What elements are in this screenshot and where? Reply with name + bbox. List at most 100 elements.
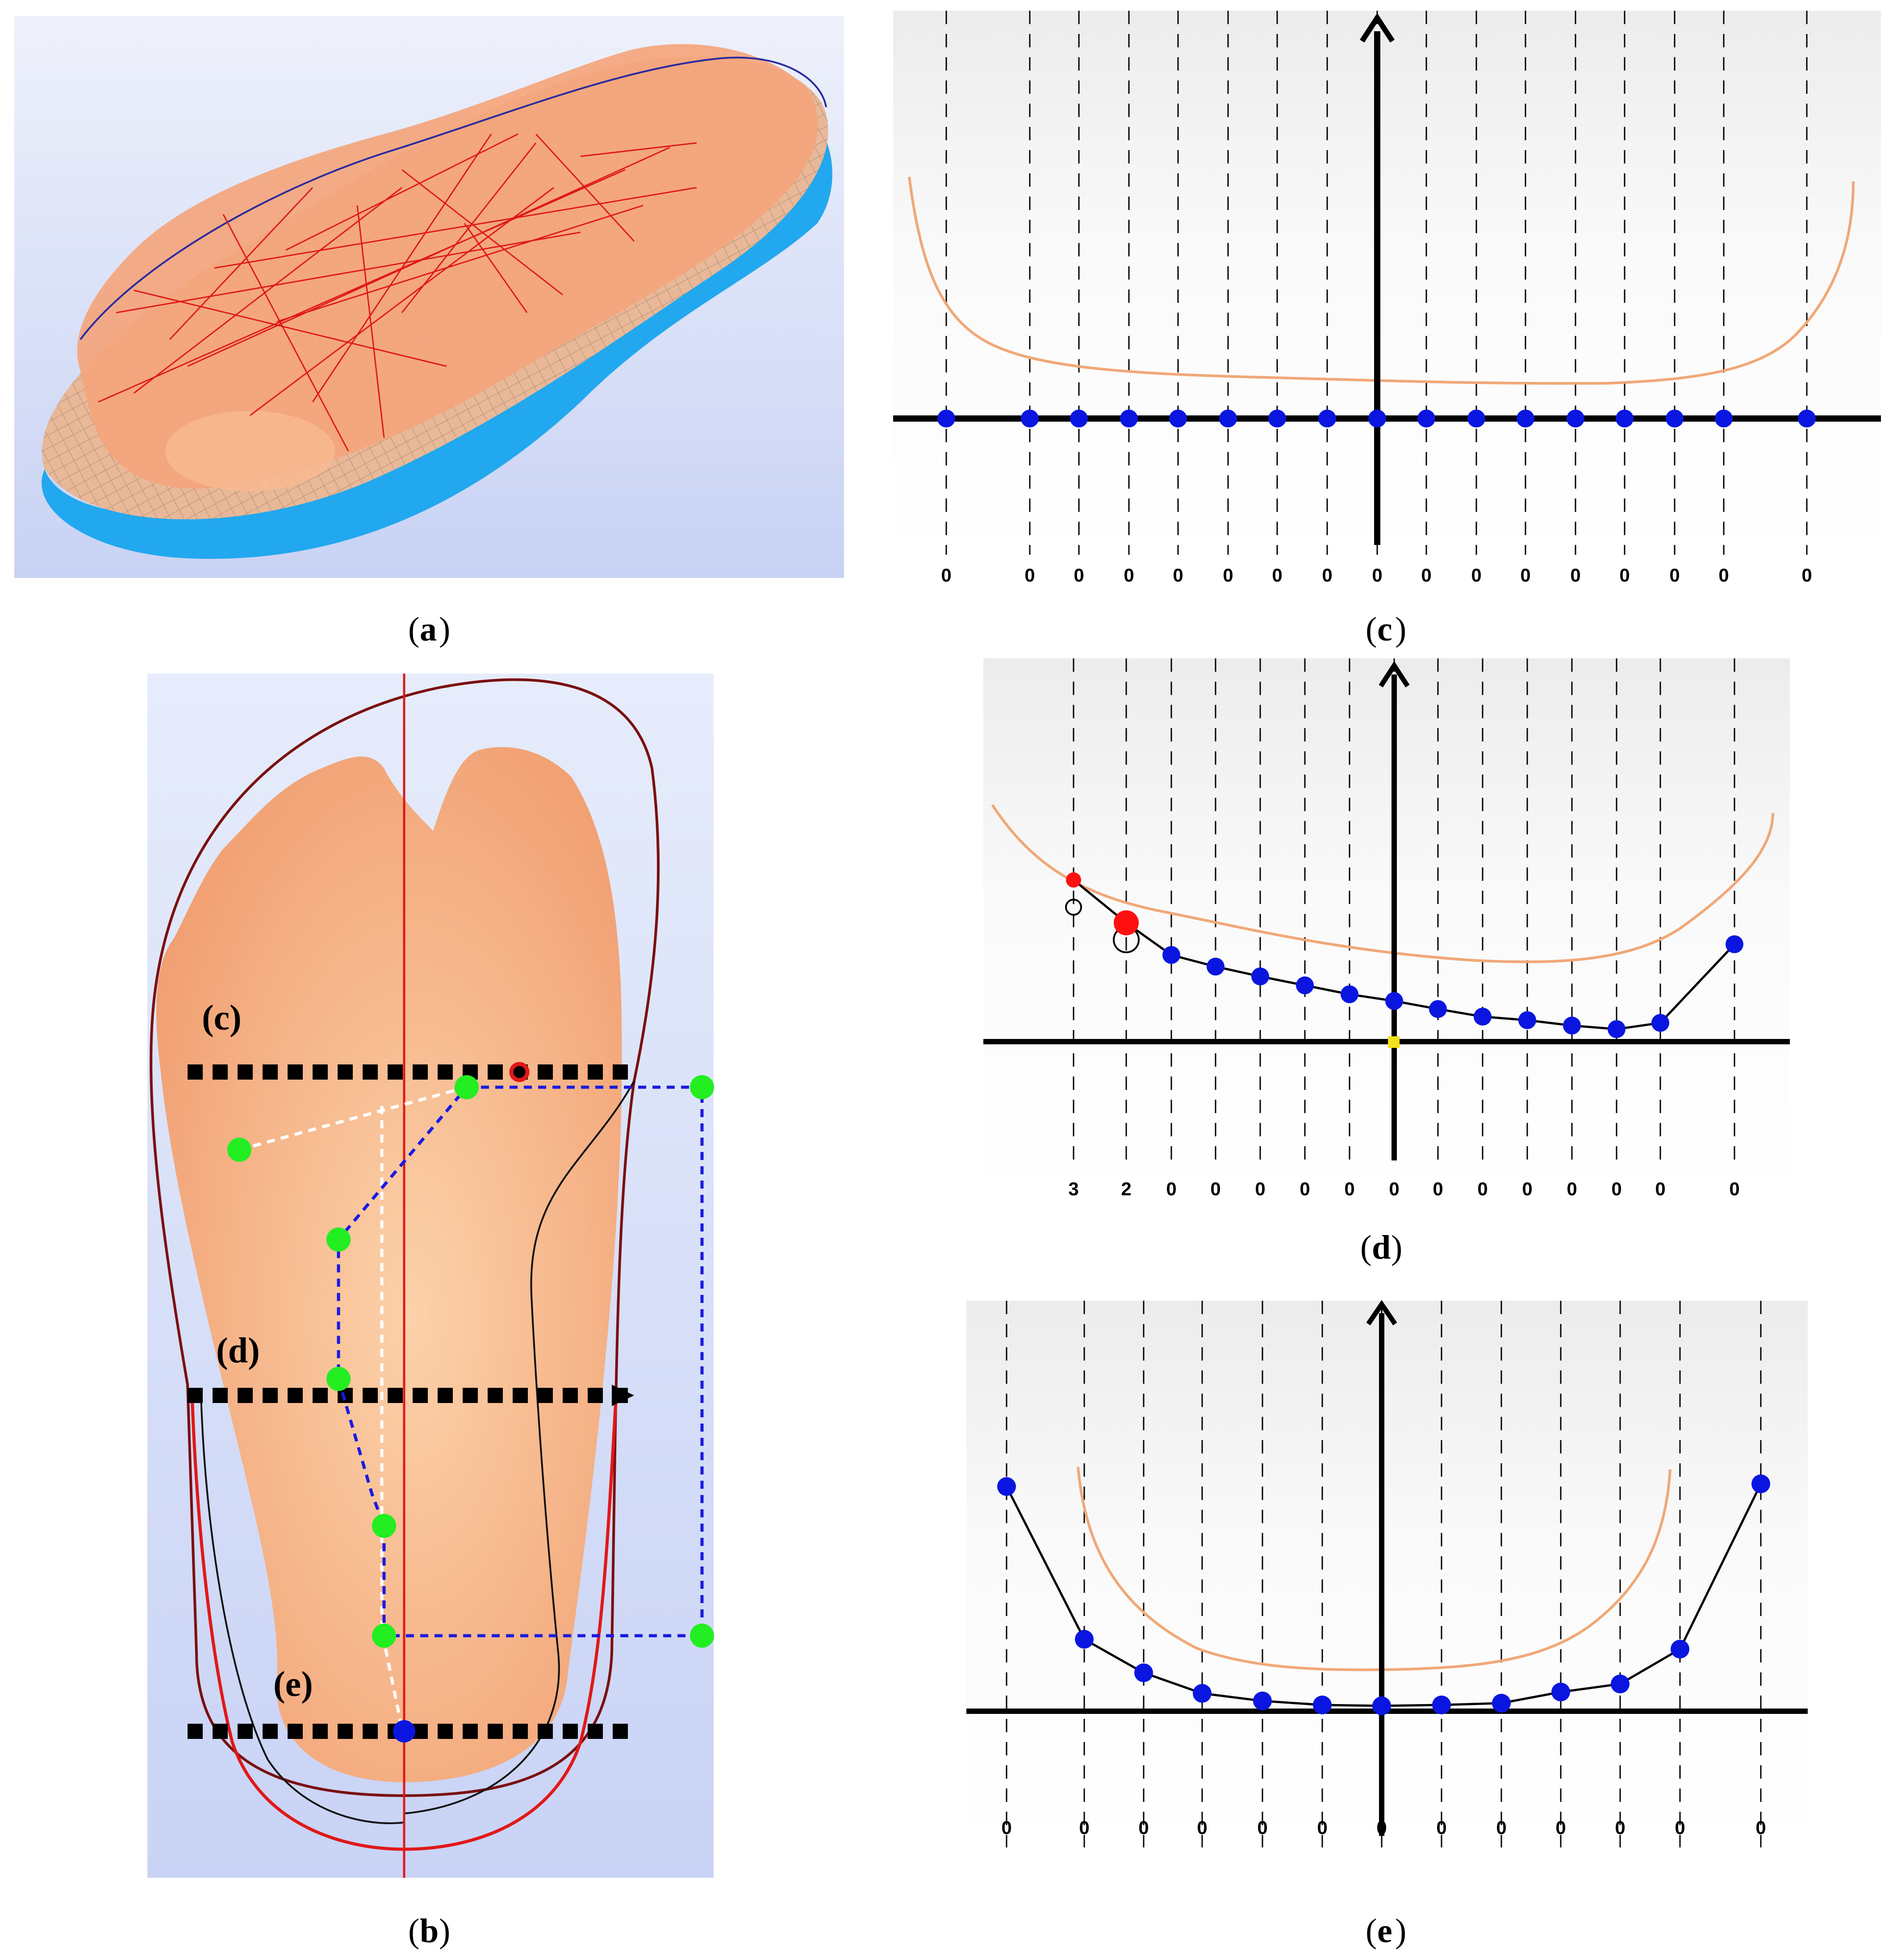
- panel-d-selected-point: [1114, 910, 1139, 935]
- panel-c-tick-label: 0: [1322, 565, 1332, 586]
- panel-e-tick-label: 0: [1555, 1817, 1566, 1838]
- panel-c-y-arrow: [1359, 13, 1395, 43]
- panel-e-tick-label: 0: [1755, 1817, 1766, 1838]
- panel-d-tick-label: 0: [1210, 1178, 1220, 1199]
- control-point: [326, 1227, 351, 1252]
- panel-c-ticks: 0 0 0 0 0 0 0 0 0 0 0 0 0 0 0 0 0: [941, 565, 1812, 586]
- svg-text:): ): [1395, 1912, 1406, 1950]
- panel-c-foot-curve: [908, 176, 1855, 385]
- panel-c-tick-label: 0: [1074, 565, 1084, 586]
- panel-c: 0 0 0 0 0 0 0 0 0 0 0 0 0 0 0 0 0: [893, 11, 1881, 586]
- panel-d-ticks: 3 2 0 0 0 0 0 0 0 0 0 0 0 0 0: [1068, 1178, 1739, 1199]
- panel-a: [14, 16, 844, 578]
- panel-e-tick-label: 0: [1317, 1817, 1327, 1838]
- svg-text:): ): [439, 611, 450, 648]
- control-points: [227, 1075, 714, 1648]
- panel-e-points: [997, 1474, 1770, 1715]
- panel-c-point: [1417, 410, 1435, 427]
- panel-c-tick-label: 0: [1619, 565, 1630, 586]
- caption-c-letter: c: [1377, 611, 1392, 648]
- panel-e-tick-label: 0: [1615, 1817, 1625, 1838]
- panel-c-point: [1268, 410, 1286, 427]
- caption-e-letter: e: [1377, 1912, 1392, 1950]
- panel-d-point: [1341, 985, 1358, 1003]
- panel-c-point: [937, 410, 955, 427]
- panel-d-tick-label: 0: [1255, 1178, 1265, 1199]
- panel-d-point: [1726, 935, 1743, 953]
- panel-e-tick-label: 0: [1257, 1817, 1267, 1838]
- panel-b: (c) (d) (e): [147, 674, 714, 1878]
- svg-text:): ): [1395, 611, 1406, 648]
- panel-c-tick-label: 0: [1570, 565, 1580, 586]
- panel-c-point: [1219, 410, 1237, 427]
- panel-e-tick-label: 0: [1496, 1817, 1506, 1838]
- panel-c-tick-label: 0: [941, 565, 951, 586]
- caption-d: ( d ): [1360, 1229, 1402, 1266]
- contact-lines: [98, 133, 697, 452]
- svg-text:(: (: [1360, 1229, 1371, 1266]
- panel-d-tick-label: 0: [1522, 1178, 1532, 1199]
- panel-d: 3 2 0 0 0 0 0 0 0 0 0 0 0 0 0: [983, 658, 1790, 1199]
- control-point: [227, 1138, 251, 1162]
- insole-rim-line: [79, 56, 827, 340]
- control-point: [690, 1075, 714, 1099]
- panel-c-point: [1368, 410, 1386, 427]
- panel-c-point: [1070, 410, 1088, 427]
- panel-c-point: [1715, 410, 1733, 427]
- panel-c-point: [1666, 410, 1684, 427]
- caption-b-letter: b: [420, 1912, 439, 1950]
- svg-text:): ): [439, 1912, 450, 1950]
- panel-c-tick-label: 0: [1520, 565, 1530, 586]
- insole-blue-sole: [42, 125, 832, 559]
- panel-c-tick-label: 0: [1024, 565, 1035, 586]
- panel-e-tick-label: 0: [1675, 1817, 1685, 1838]
- panel-c-point: [1567, 410, 1584, 427]
- heel-point: [393, 1720, 415, 1742]
- panel-c-tick-label: 0: [1471, 565, 1481, 586]
- svg-text:(: (: [1366, 611, 1377, 648]
- panel-d-tick-label: 0: [1729, 1178, 1739, 1199]
- panel-e-point: [997, 1477, 1016, 1496]
- section-label-c: (c): [202, 998, 242, 1038]
- panel-c-tick-label: 0: [1173, 565, 1183, 586]
- panel-c-tick-label: 0: [1372, 565, 1382, 586]
- panel-d-tick-label: 0: [1477, 1178, 1488, 1199]
- panel-c-point: [1517, 410, 1534, 427]
- panel-d-points: [1066, 872, 1743, 1038]
- panel-c-background: [893, 11, 1881, 555]
- panel-c-tick-label: 0: [1272, 565, 1282, 586]
- panel-d-tick-label: 0: [1389, 1178, 1399, 1199]
- panel-e-point: [1611, 1675, 1630, 1693]
- panel-e-point: [1313, 1696, 1332, 1714]
- panel-d-point: [1518, 1011, 1536, 1029]
- caption-d-letter: d: [1372, 1229, 1391, 1266]
- panel-d-y-arrow: [1379, 661, 1410, 688]
- panel-c-tick-label: 0: [1223, 565, 1233, 586]
- panel-e-point: [1751, 1474, 1770, 1493]
- panel-c-gridlines: [945, 11, 1808, 555]
- panel-c-tick-label: 0: [1421, 565, 1431, 586]
- svg-text:(: (: [408, 611, 419, 648]
- panel-e-tick-label: 0: [1436, 1817, 1446, 1838]
- foot-silhouette: [156, 747, 622, 1782]
- control-point: [690, 1624, 714, 1648]
- panel-e-tick-label: 0: [1079, 1817, 1089, 1838]
- control-point: [326, 1367, 351, 1391]
- caption-e: ( e ): [1366, 1912, 1406, 1950]
- control-point: [372, 1514, 396, 1538]
- panel-d-origin-marker: [1388, 1036, 1400, 1048]
- white-guide: [239, 1085, 467, 1729]
- section-label-e: (e): [273, 1665, 313, 1704]
- panel-c-point: [1467, 410, 1485, 427]
- caption-c: ( c ): [1366, 611, 1406, 648]
- foot-heel-bump: [165, 411, 335, 491]
- panel-d-point: [1207, 958, 1224, 976]
- panel-c-tick-label: 0: [1669, 565, 1680, 586]
- panel-d-tick-label: 3: [1068, 1178, 1078, 1199]
- panel-c-point: [1021, 410, 1039, 427]
- panel-d-point: [1608, 1020, 1626, 1038]
- panel-d-point: [1251, 967, 1269, 985]
- panel-e-point: [1492, 1694, 1511, 1713]
- panel-e-background: [966, 1301, 1808, 1847]
